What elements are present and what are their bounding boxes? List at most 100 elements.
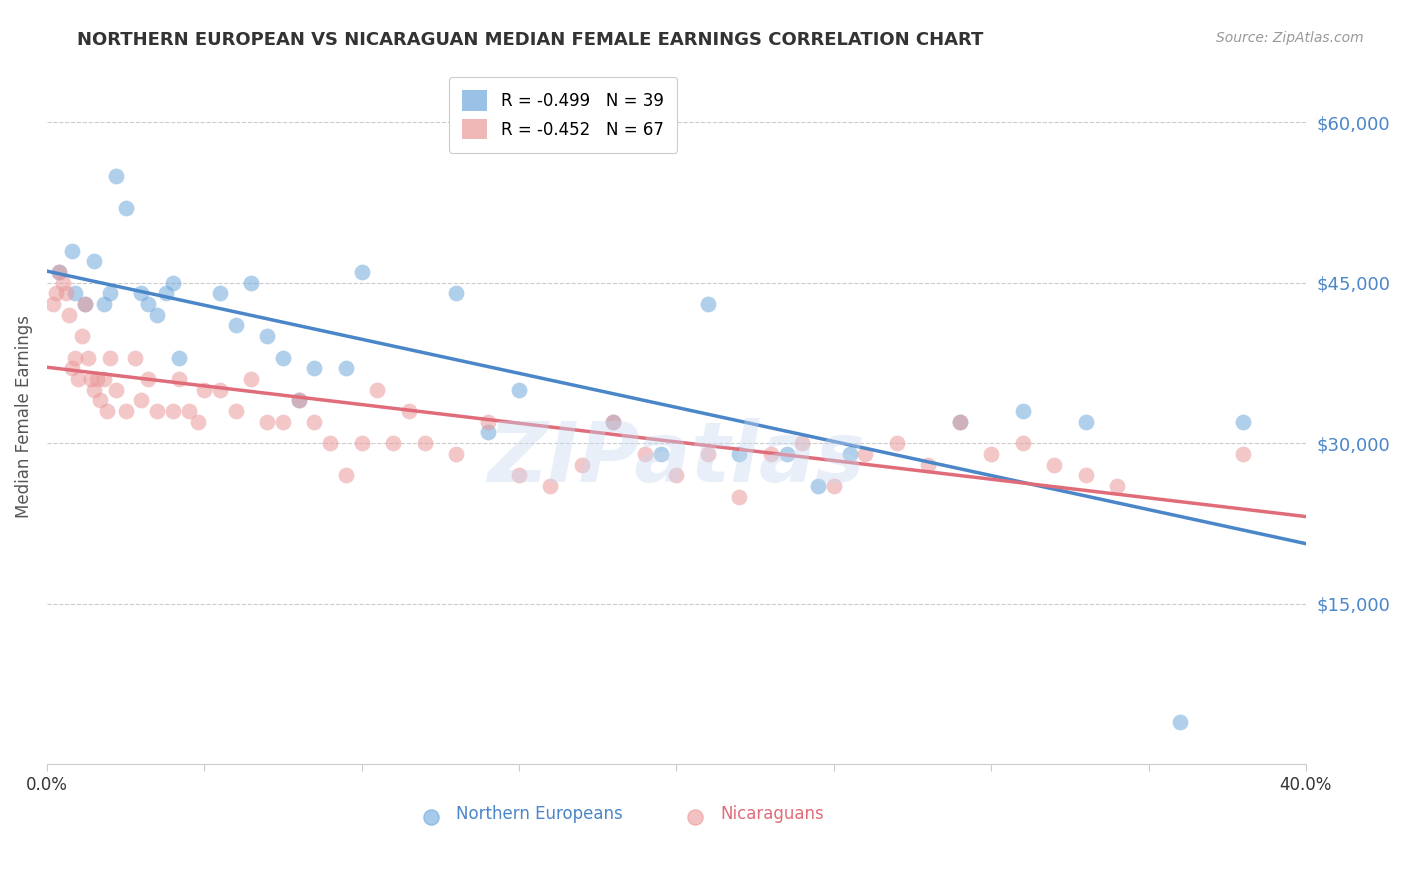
Point	[240, 276, 263, 290]
Point	[271, 415, 294, 429]
Point	[917, 458, 939, 472]
Point	[105, 383, 128, 397]
Point	[304, 361, 326, 376]
Point	[136, 372, 159, 386]
Point	[60, 244, 83, 258]
Point	[48, 265, 70, 279]
Point	[696, 297, 718, 311]
Point	[540, 479, 562, 493]
Point	[70, 329, 93, 343]
Point	[665, 468, 688, 483]
Point	[114, 404, 136, 418]
Point	[886, 436, 908, 450]
Point	[73, 297, 96, 311]
Point	[304, 415, 326, 429]
Point	[177, 404, 200, 418]
Point	[271, 351, 294, 365]
Point	[42, 297, 65, 311]
Point	[398, 404, 420, 418]
Text: Northern Europeans: Northern Europeans	[456, 805, 623, 823]
Point	[508, 468, 530, 483]
Point	[287, 393, 309, 408]
Point	[728, 490, 751, 504]
Point	[146, 308, 169, 322]
Point	[48, 265, 70, 279]
Point	[89, 393, 111, 408]
Point	[114, 201, 136, 215]
Point	[1168, 714, 1191, 729]
Point	[93, 372, 115, 386]
Point	[60, 361, 83, 376]
Point	[162, 276, 184, 290]
Point	[256, 329, 278, 343]
Point	[240, 372, 263, 386]
Point	[335, 361, 357, 376]
Point	[136, 297, 159, 311]
Point	[775, 447, 797, 461]
Point	[444, 286, 467, 301]
Point	[162, 404, 184, 418]
Point	[208, 383, 231, 397]
Point	[1232, 415, 1254, 429]
Point	[86, 372, 108, 386]
Point	[1074, 415, 1097, 429]
Point	[63, 286, 86, 301]
Point	[225, 404, 247, 418]
Text: ZIPatlas: ZIPatlas	[488, 417, 865, 499]
Point	[55, 286, 77, 301]
Point	[167, 372, 190, 386]
Point	[602, 415, 624, 429]
Point	[73, 297, 96, 311]
Point	[67, 372, 90, 386]
Point	[980, 447, 1002, 461]
Point	[477, 415, 499, 429]
Point	[319, 436, 342, 450]
Text: Nicaraguans: Nicaraguans	[720, 805, 824, 823]
Point	[155, 286, 177, 301]
Point	[225, 318, 247, 333]
Point	[444, 447, 467, 461]
Text: NORTHERN EUROPEAN VS NICARAGUAN MEDIAN FEMALE EARNINGS CORRELATION CHART: NORTHERN EUROPEAN VS NICARAGUAN MEDIAN F…	[77, 31, 984, 49]
Text: Source: ZipAtlas.com: Source: ZipAtlas.com	[1216, 31, 1364, 45]
Point	[949, 415, 972, 429]
Point	[382, 436, 405, 450]
Point	[1105, 479, 1128, 493]
Point	[759, 447, 782, 461]
Point	[96, 404, 118, 418]
Point	[80, 372, 103, 386]
Point	[1011, 404, 1033, 418]
Point	[187, 415, 209, 429]
Point	[1043, 458, 1066, 472]
Point	[350, 265, 373, 279]
Point	[1232, 447, 1254, 461]
Point	[807, 479, 830, 493]
Point	[93, 297, 115, 311]
Point	[167, 351, 190, 365]
Point	[696, 447, 718, 461]
Point	[193, 383, 215, 397]
Point	[728, 447, 751, 461]
Point	[650, 447, 672, 461]
Point	[45, 286, 67, 301]
Point	[287, 393, 309, 408]
Point	[208, 286, 231, 301]
Point	[602, 415, 624, 429]
Point	[98, 286, 121, 301]
Point	[335, 468, 357, 483]
Point	[508, 383, 530, 397]
Point	[76, 351, 98, 365]
Point	[52, 276, 75, 290]
Point	[853, 447, 876, 461]
Point	[413, 436, 436, 450]
Point	[838, 447, 860, 461]
Point	[477, 425, 499, 440]
Point	[1011, 436, 1033, 450]
Point	[792, 436, 814, 450]
Point	[634, 447, 657, 461]
Y-axis label: Median Female Earnings: Median Female Earnings	[15, 315, 32, 518]
Point	[105, 169, 128, 183]
Point	[256, 415, 278, 429]
Point	[83, 254, 105, 268]
Point	[124, 351, 146, 365]
Point	[131, 393, 153, 408]
